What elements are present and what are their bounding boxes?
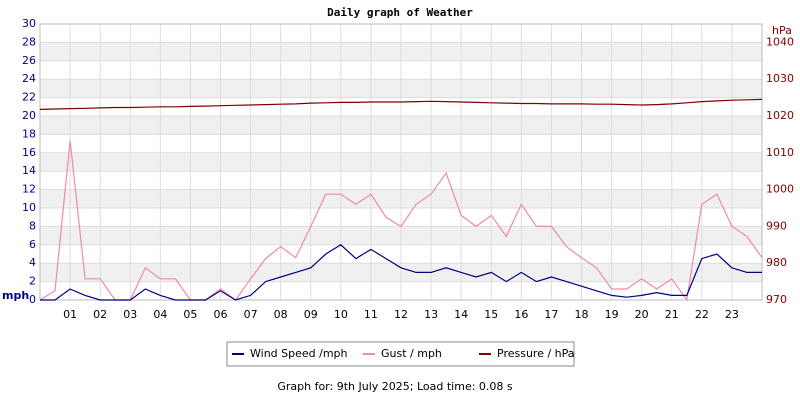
y2-tick-label: 1020	[766, 109, 794, 122]
y2-tick-label: 1030	[766, 72, 794, 85]
x-tick-label: 23	[725, 308, 739, 321]
x-tick-label: 20	[635, 308, 649, 321]
y-tick-label: 24	[22, 72, 36, 85]
x-tick-label: 21	[665, 308, 679, 321]
x-tick-label: 12	[394, 308, 408, 321]
y2-tick-label: 1000	[766, 183, 794, 196]
y2-tick-label: 1040	[766, 35, 794, 48]
y-tick-label: 10	[22, 201, 36, 214]
legend-label: Wind Speed /mph	[250, 347, 348, 360]
y-axis-label: mph	[2, 289, 29, 302]
x-tick-label: 05	[183, 308, 197, 321]
y-tick-label: 14	[22, 164, 36, 177]
plot-border	[39, 23, 763, 301]
chart-title: Daily graph of Weather	[327, 6, 473, 19]
x-tick-label: 01	[63, 308, 77, 321]
x-tick-label: 04	[153, 308, 167, 321]
x-tick-label: 09	[304, 308, 318, 321]
x-tick-label: 02	[93, 308, 107, 321]
y-tick-label: 2	[29, 275, 36, 288]
y-tick-label: 8	[29, 219, 36, 232]
x-tick-label: 16	[514, 308, 528, 321]
y-tick-label: 16	[22, 146, 36, 159]
y-tick-label: 22	[22, 91, 36, 104]
x-tick-label: 06	[214, 308, 228, 321]
series-line	[40, 244, 762, 301]
series-line	[39, 140, 763, 302]
y2-tick-label: 970	[766, 293, 787, 306]
x-tick-label: 07	[244, 308, 258, 321]
legend-label: Pressure / hPa	[497, 347, 575, 360]
x-tick-label: 18	[575, 308, 589, 321]
y2-tick-label: 1010	[766, 146, 794, 159]
y-tick-label: 20	[22, 109, 36, 122]
y-tick-label: 30	[22, 17, 36, 30]
y-tick-label: 12	[22, 183, 36, 196]
x-tick-label: 14	[454, 308, 468, 321]
y-tick-label: 4	[29, 256, 36, 269]
x-tick-label: 08	[274, 308, 288, 321]
x-tick-label: 15	[484, 308, 498, 321]
x-tick-label: 10	[334, 308, 348, 321]
legend-label: Gust / mph	[381, 347, 442, 360]
legend-box	[226, 341, 575, 367]
y2-tick-label: 990	[766, 219, 787, 232]
x-tick-label: 17	[544, 308, 558, 321]
footer: Graph for: 9th July 2025; Load time: 0.0…	[277, 380, 513, 393]
series-line	[39, 98, 763, 110]
x-tick-label: 19	[605, 308, 619, 321]
x-tick-label: 22	[695, 308, 709, 321]
x-tick-label: 03	[123, 308, 137, 321]
y-tick-label: 0	[29, 293, 36, 306]
x-tick-label: 13	[424, 308, 438, 321]
x-tick-label: 11	[364, 308, 378, 321]
legend: Wind Speed /mph Gust / mph Pressure / hPa	[226, 341, 575, 367]
y-tick-label: 28	[22, 35, 36, 48]
y-tick-label: 26	[22, 54, 36, 67]
y-tick-label: 18	[22, 127, 36, 140]
y-tick-label: 6	[29, 238, 36, 251]
y2-axis-label: hPa	[772, 24, 792, 37]
y2-tick-label: 980	[766, 256, 787, 269]
